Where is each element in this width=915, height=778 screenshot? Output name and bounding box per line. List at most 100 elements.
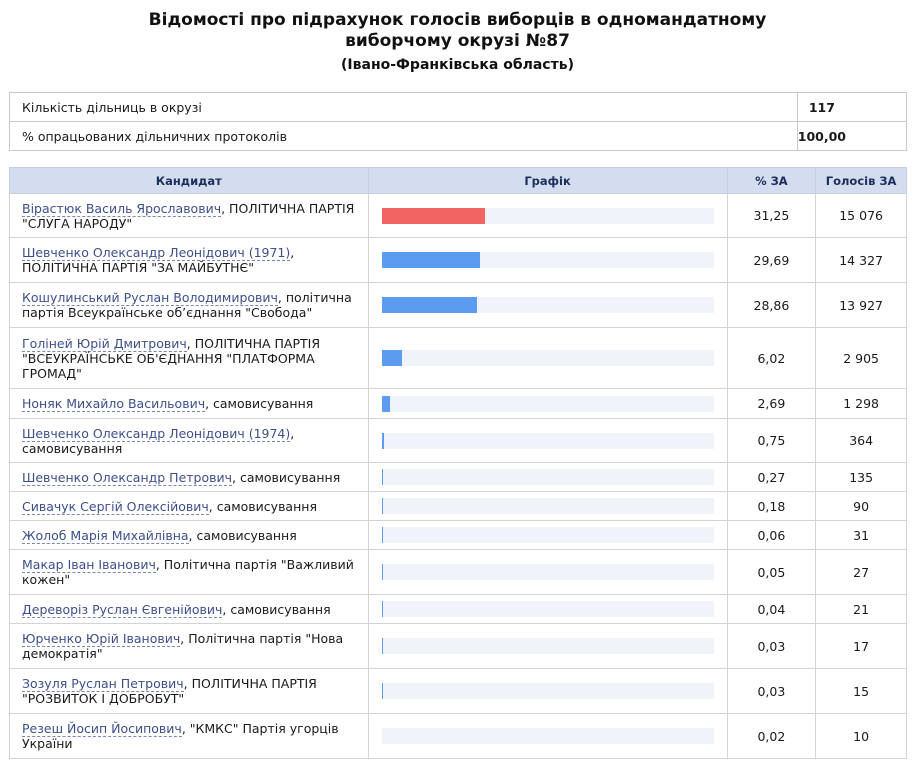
vote-bar-track — [382, 297, 714, 313]
candidate-name-link[interactable]: Голіней Юрій Дмитрович — [22, 336, 187, 352]
votes-cell: 13 927 — [816, 283, 907, 328]
candidate-cell: Голіней Юрій Дмитрович, ПОЛІТИЧНА ПАРТІЯ… — [10, 328, 369, 389]
table-row: Шевченко Олександр Леонідович (1974), са… — [10, 419, 907, 463]
page-title: Відомості про підрахунок голосів виборці… — [0, 10, 915, 52]
candidate-name-link[interactable]: Кошулинський Руслан Володимирович — [22, 290, 278, 306]
candidate-name-link[interactable]: Зозуля Руслан Петрович — [22, 676, 184, 692]
vote-bar-track — [382, 683, 714, 699]
candidate-party: , самовисування — [232, 470, 340, 485]
vote-bar-fill — [382, 252, 481, 268]
vote-bar-fill — [382, 469, 383, 485]
summary-table: Кількість дільниць в окрузі 117 % опраць… — [9, 92, 907, 151]
candidate-name-link[interactable]: Макар Іван Іванович — [22, 557, 156, 573]
page-title-line-2: виборчому окрузі №87 — [0, 31, 915, 52]
page-title-line-1: Відомості про підрахунок голосів виборці… — [0, 10, 915, 31]
pct-cell: 0,06 — [727, 521, 816, 550]
vote-bar-track — [382, 527, 714, 543]
summary-value: 100,00 — [797, 122, 906, 151]
candidate-name-link[interactable]: Жолоб Марія Михайлівна — [22, 528, 189, 544]
vote-bar-track — [382, 728, 714, 744]
pct-cell: 0,02 — [727, 714, 816, 759]
column-header-candidate: Кандидат — [10, 168, 369, 194]
summary-label: % опрацьованих дільничних протоколів — [10, 122, 798, 151]
table-row: Зозуля Руслан Петрович, ПОЛІТИЧНА ПАРТІЯ… — [10, 669, 907, 714]
graph-cell — [368, 283, 727, 328]
candidate-name-link[interactable]: Юрченко Юрій Іванович — [22, 631, 180, 647]
pct-cell: 0,03 — [727, 669, 816, 714]
candidate-name-link[interactable]: Шевченко Олександр Петрович — [22, 470, 232, 486]
votes-cell: 31 — [816, 521, 907, 550]
table-row: Юрченко Юрій Іванович, Політична партія … — [10, 624, 907, 669]
candidate-name-link[interactable]: Шевченко Олександр Леонідович (1974) — [22, 426, 290, 442]
column-header-votes: Голосів ЗА — [816, 168, 907, 194]
graph-cell — [368, 389, 727, 419]
vote-bar-fill — [382, 396, 391, 412]
candidate-cell: Шевченко Олександр Леонідович (1971), ПО… — [10, 238, 369, 283]
vote-bar-track — [382, 638, 714, 654]
table-row: Шевченко Олександр Петрович, самовисуван… — [10, 463, 907, 492]
table-row: Кошулинський Руслан Володимирович, політ… — [10, 283, 907, 328]
candidate-cell: Ноняк Михайло Васильович, самовисування — [10, 389, 369, 419]
vote-bar-fill — [382, 433, 384, 449]
graph-cell — [368, 669, 727, 714]
table-row: Ноняк Михайло Васильович, самовисування 2… — [10, 389, 907, 419]
column-header-pct: % ЗА — [727, 168, 816, 194]
candidate-party: , самовисування — [222, 602, 330, 617]
vote-bar-fill — [382, 498, 383, 514]
graph-cell — [368, 492, 727, 521]
graph-cell — [368, 714, 727, 759]
candidate-cell: Юрченко Юрій Іванович, Політична партія … — [10, 624, 369, 669]
votes-cell: 15 076 — [816, 194, 907, 238]
vote-bar-track — [382, 564, 714, 580]
candidate-name-link[interactable]: Резеш Йосип Йосипович — [22, 721, 182, 737]
pct-cell: 0,04 — [727, 595, 816, 624]
votes-cell: 21 — [816, 595, 907, 624]
pct-cell: 2,69 — [727, 389, 816, 419]
pct-cell: 29,69 — [727, 238, 816, 283]
graph-cell — [368, 521, 727, 550]
summary-label: Кількість дільниць в окрузі — [10, 93, 798, 122]
table-row: Шевченко Олександр Леонідович (1971), ПО… — [10, 238, 907, 283]
page-header: Відомості про підрахунок голосів виборці… — [0, 10, 915, 73]
pct-cell: 0,27 — [727, 463, 816, 492]
graph-cell — [368, 463, 727, 492]
candidate-name-link[interactable]: Шевченко Олександр Леонідович (1971) — [22, 245, 290, 261]
vote-bar-track — [382, 350, 714, 366]
graph-cell — [368, 419, 727, 463]
candidate-cell: Шевченко Олександр Леонідович (1974), са… — [10, 419, 369, 463]
table-row: Дереворіз Руслан Євгенійович, самовисува… — [10, 595, 907, 624]
votes-cell: 17 — [816, 624, 907, 669]
vote-bar-fill — [382, 208, 486, 224]
pct-cell: 0,03 — [727, 624, 816, 669]
candidate-name-link[interactable]: Сивачук Сергій Олексійович — [22, 499, 209, 515]
pct-cell: 0,05 — [727, 550, 816, 595]
vote-bar-fill — [382, 350, 402, 366]
vote-bar-track — [382, 433, 714, 449]
graph-cell — [368, 328, 727, 389]
candidate-name-link[interactable]: Вірастюк Василь Ярославович — [22, 201, 221, 217]
candidate-cell: Сивачук Сергій Олексійович, самовисуванн… — [10, 492, 369, 521]
pct-cell: 0,18 — [727, 492, 816, 521]
pct-cell: 28,86 — [727, 283, 816, 328]
vote-bar-track — [382, 601, 714, 617]
candidate-name-link[interactable]: Ноняк Михайло Васильович — [22, 396, 205, 412]
votes-cell: 364 — [816, 419, 907, 463]
votes-cell: 90 — [816, 492, 907, 521]
votes-cell: 135 — [816, 463, 907, 492]
votes-cell: 15 — [816, 669, 907, 714]
candidate-cell: Макар Іван Іванович, Політична партія "В… — [10, 550, 369, 595]
candidate-party: , самовисування — [209, 499, 317, 514]
table-row: Резеш Йосип Йосипович, "КМКС" Партія уго… — [10, 714, 907, 759]
candidate-cell: Вірастюк Василь Ярославович, ПОЛІТИЧНА П… — [10, 194, 369, 238]
candidate-cell: Кошулинський Руслан Володимирович, політ… — [10, 283, 369, 328]
summary-row-stations: Кількість дільниць в окрузі 117 — [10, 93, 907, 122]
candidate-name-link[interactable]: Дереворіз Руслан Євгенійович — [22, 602, 222, 618]
vote-bar-track — [382, 208, 714, 224]
votes-cell: 1 298 — [816, 389, 907, 419]
graph-cell — [368, 595, 727, 624]
table-row: Вірастюк Василь Ярославович, ПОЛІТИЧНА П… — [10, 194, 907, 238]
candidate-cell: Резеш Йосип Йосипович, "КМКС" Партія уго… — [10, 714, 369, 759]
candidate-cell: Дереворіз Руслан Євгенійович, самовисува… — [10, 595, 369, 624]
table-row: Голіней Юрій Дмитрович, ПОЛІТИЧНА ПАРТІЯ… — [10, 328, 907, 389]
